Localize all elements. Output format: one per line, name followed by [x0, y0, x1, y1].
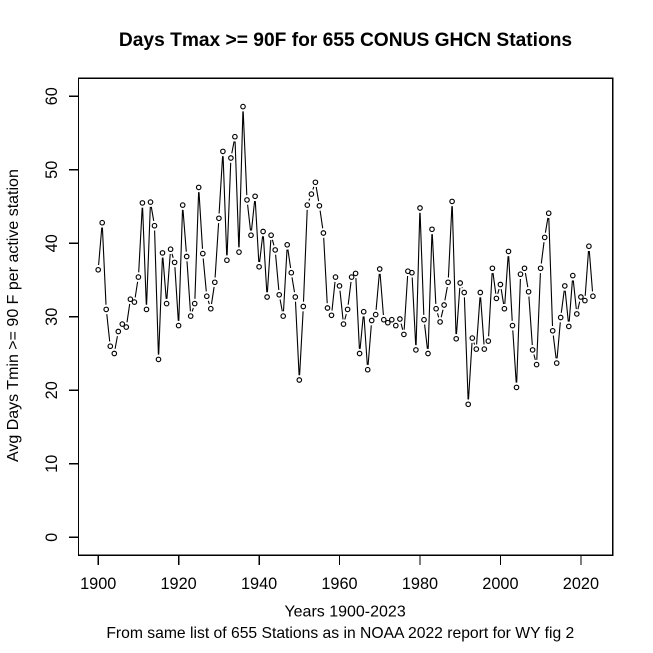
svg-text:Days Tmax >= 90F for 655 CONUS: Days Tmax >= 90F for 655 CONUS GHCN Stat…	[119, 30, 572, 51]
svg-text:40: 40	[43, 234, 61, 252]
svg-text:20: 20	[43, 381, 61, 399]
svg-text:1960: 1960	[321, 575, 357, 593]
svg-text:50: 50	[43, 161, 61, 179]
svg-text:Years 1900-2023: Years 1900-2023	[284, 604, 405, 621]
svg-text:0: 0	[43, 533, 61, 542]
svg-text:1920: 1920	[160, 575, 196, 593]
svg-text:Avg Days Tmin >= 90 F per acti: Avg Days Tmin >= 90 F per active station	[5, 169, 22, 462]
svg-text:10: 10	[43, 455, 61, 473]
svg-text:1980: 1980	[402, 575, 438, 593]
svg-text:1940: 1940	[241, 575, 277, 593]
svg-text:60: 60	[43, 87, 61, 105]
svg-text:1900: 1900	[80, 575, 116, 593]
svg-text:From same list of 655 Stations: From same list of 655 Stations as in NOA…	[106, 625, 574, 642]
svg-text:30: 30	[43, 308, 61, 326]
svg-text:2000: 2000	[482, 575, 518, 593]
svg-text:2020: 2020	[563, 575, 599, 593]
